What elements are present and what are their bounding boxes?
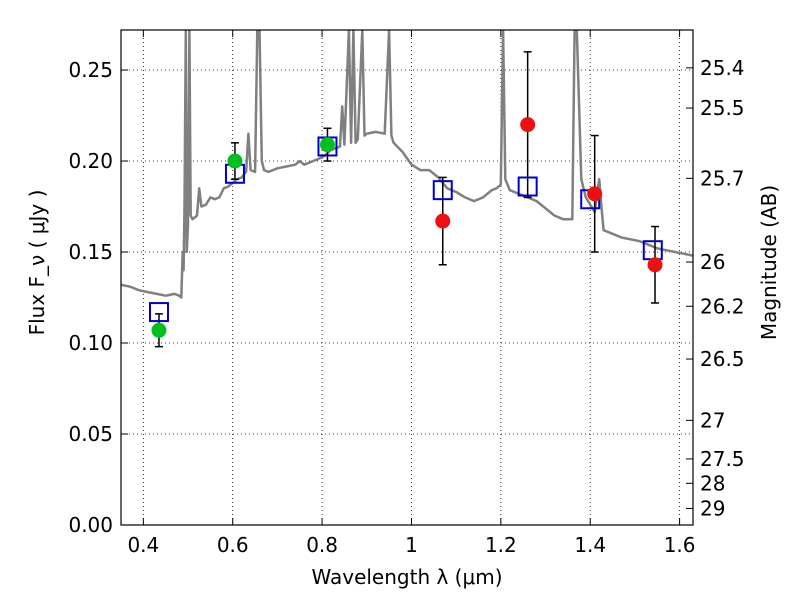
y-axis-right-label: Magnitude (AB) (757, 185, 781, 340)
grid (121, 30, 693, 525)
magnitude-tick-label: 27 (700, 408, 725, 432)
y-tick-label: 0.20 (68, 149, 113, 173)
magnitude-tick-label: 27.5 (700, 447, 745, 471)
observed-point (435, 213, 451, 229)
magnitude-tick-label: 26.5 (700, 347, 745, 371)
spectrum-line (121, 30, 693, 299)
magnitude-tick-label: 29 (700, 496, 725, 520)
x-tick-label: 0.4 (127, 533, 159, 557)
magnitude-tick-label: 25.7 (700, 166, 745, 190)
axis-ticks: 0.4 0.6 0.8 1 1.2 1.4 1.6 0.00 0.05 0.10 0.15 0.20 0… (68, 30, 745, 557)
observed-points (151, 117, 663, 338)
magnitude-tick-label: 25.4 (700, 56, 745, 80)
x-tick-label: 1 (405, 533, 418, 557)
observed-point (227, 153, 243, 169)
y-tick-label: 0.10 (68, 331, 113, 355)
observed-point (319, 137, 335, 153)
error-bars (154, 51, 660, 348)
observed-point (647, 257, 663, 273)
y-tick-label: 0.25 (68, 58, 113, 82)
magnitude-tick-label: 25.5 (700, 96, 745, 120)
y-tick-label: 0.00 (68, 513, 113, 537)
y-tick-label: 0.05 (68, 422, 113, 446)
plot-frame (120, 29, 694, 526)
x-axis-label: Wavelength λ (μm) (311, 565, 502, 589)
magnitude-tick-label: 28 (700, 471, 725, 495)
x-tick-label: 1.6 (664, 533, 696, 557)
model-photometry-squares (148, 136, 663, 323)
x-tick-label: 0.8 (306, 533, 338, 557)
observed-point (587, 186, 603, 202)
model-spectrum (121, 30, 693, 299)
x-tick-label: 1.4 (574, 533, 606, 557)
model-photometry-point (148, 302, 169, 323)
observed-point (520, 117, 536, 133)
observed-point (151, 322, 167, 338)
x-tick-label: 0.6 (217, 533, 249, 557)
y-axis-label: Flux F_ν ( μJy ) (25, 190, 49, 336)
magnitude-tick-label: 26.2 (700, 294, 745, 318)
model-photometry-point (517, 176, 538, 197)
model-photometry-point (432, 180, 453, 201)
x-tick-label: 1.2 (485, 533, 517, 557)
magnitude-tick-label: 26 (700, 250, 725, 274)
y-tick-label: 0.15 (68, 240, 113, 264)
